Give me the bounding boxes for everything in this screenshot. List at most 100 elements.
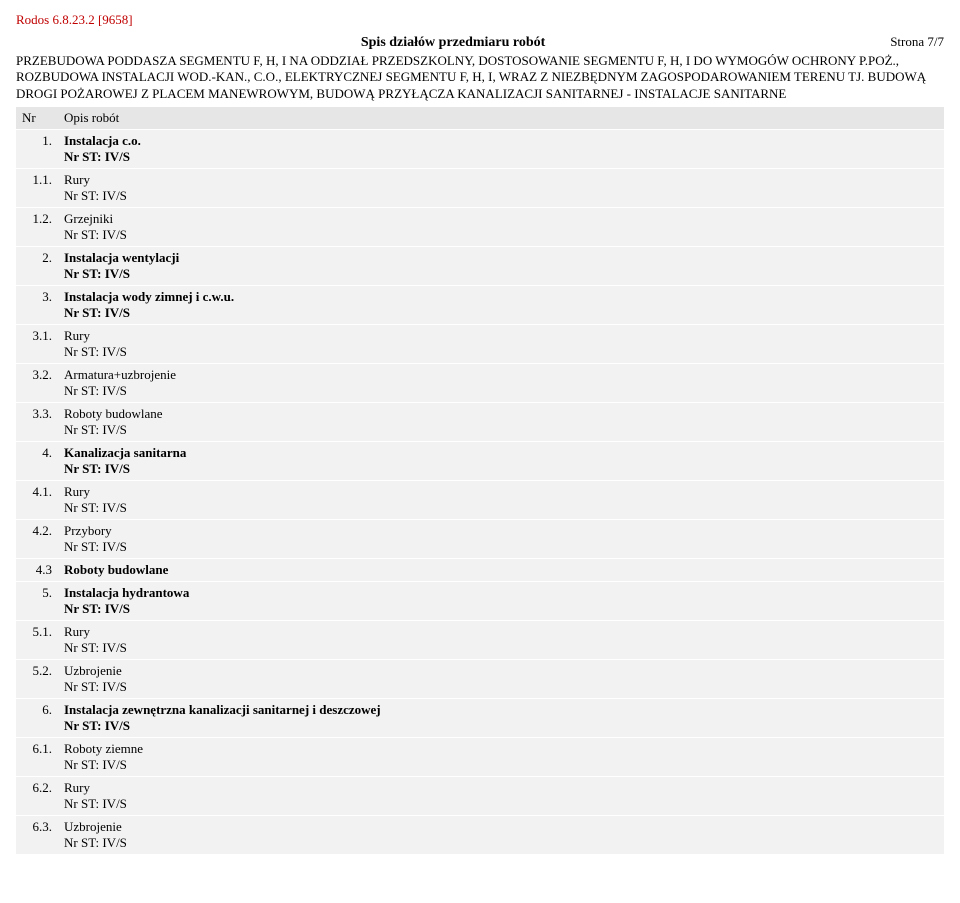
row-title: Rury (64, 484, 90, 499)
row-st-label: Nr ST: IV/S (64, 757, 127, 772)
row-title: Instalacja zewnętrzna kanalizacji sanita… (64, 702, 381, 717)
row-st-label: Nr ST: IV/S (64, 640, 127, 655)
row-title: Instalacja hydrantowa (64, 585, 189, 600)
row-st-label: Nr ST: IV/S (64, 149, 130, 164)
cell-opis: Roboty ziemneNr ST: IV/S (58, 738, 944, 776)
cell-opis: RuryNr ST: IV/S (58, 169, 944, 207)
row-st-label: Nr ST: IV/S (64, 679, 127, 694)
table-row: 4.3 Roboty budowlane (16, 559, 944, 581)
row-title: Uzbrojenie (64, 819, 122, 834)
row-title: Rury (64, 624, 90, 639)
cell-nr: 5. (16, 582, 58, 620)
row-st-label: Nr ST: IV/S (64, 422, 127, 437)
cell-nr: 4.2. (16, 520, 58, 558)
row-title: Uzbrojenie (64, 663, 122, 678)
page-number: Strona 7/7 (890, 34, 944, 50)
cell-nr: 3. (16, 286, 58, 324)
cell-opis: Instalacja hydrantowaNr ST: IV/S (58, 582, 944, 620)
title-row: Spis działów przedmiaru robót Strona 7/7 (16, 34, 944, 51)
row-title: Rury (64, 172, 90, 187)
table-row: 6.1.Roboty ziemneNr ST: IV/S (16, 738, 944, 776)
table-row: 5.Instalacja hydrantowaNr ST: IV/S (16, 582, 944, 620)
cell-nr: 3.1. (16, 325, 58, 363)
cell-nr: 3.3. (16, 403, 58, 441)
row-title: Przybory (64, 523, 112, 538)
row-title: Rury (64, 780, 90, 795)
row-st-label: Nr ST: IV/S (64, 188, 127, 203)
cell-nr: 1.1. (16, 169, 58, 207)
cell-nr: 3.2. (16, 364, 58, 402)
row-st-label: Nr ST: IV/S (64, 500, 127, 515)
table-row: 5.2.UzbrojenieNr ST: IV/S (16, 660, 944, 698)
row-title: Kanalizacja sanitarna (64, 445, 186, 460)
cell-opis: PrzyboryNr ST: IV/S (58, 520, 944, 558)
col-header-nr: Nr (16, 107, 58, 129)
cell-nr: 5.2. (16, 660, 58, 698)
row-st-label: Nr ST: IV/S (64, 835, 127, 850)
row-st-label: Nr ST: IV/S (64, 461, 130, 476)
cell-opis: UzbrojenieNr ST: IV/S (58, 816, 944, 854)
cell-opis: RuryNr ST: IV/S (58, 777, 944, 815)
col-header-opis: Opis robót (58, 107, 944, 129)
row-title: Rury (64, 328, 90, 343)
table-row: 3.Instalacja wody zimnej i c.w.u.Nr ST: … (16, 286, 944, 324)
table-header-row: Nr Opis robót (16, 107, 944, 129)
row-st-label: Nr ST: IV/S (64, 266, 130, 281)
table-row: 5.1.RuryNr ST: IV/S (16, 621, 944, 659)
cell-opis: RuryNr ST: IV/S (58, 481, 944, 519)
cell-nr: 1.2. (16, 208, 58, 246)
table-row: 1.Instalacja c.o.Nr ST: IV/S (16, 130, 944, 168)
cell-nr: 1. (16, 130, 58, 168)
cell-nr: 6.3. (16, 816, 58, 854)
table-row: 1.1.RuryNr ST: IV/S (16, 169, 944, 207)
document-reference: Rodos 6.8.23.2 [9658] (16, 12, 944, 28)
page-title: Spis działów przedmiaru robót (361, 35, 545, 51)
row-title: Instalacja wody zimnej i c.w.u. (64, 289, 234, 304)
cell-nr: 5.1. (16, 621, 58, 659)
table-row: 4.1.RuryNr ST: IV/S (16, 481, 944, 519)
table-row: 6.2.RuryNr ST: IV/S (16, 777, 944, 815)
row-st-label: Nr ST: IV/S (64, 344, 127, 359)
cell-opis: Roboty budowlaneNr ST: IV/S (58, 403, 944, 441)
row-st-label: Nr ST: IV/S (64, 796, 127, 811)
row-st-label: Nr ST: IV/S (64, 718, 130, 733)
table-row: 6.3.UzbrojenieNr ST: IV/S (16, 816, 944, 854)
intro-text: PRZEBUDOWA PODDASZA SEGMENTU F, H, I NA … (16, 53, 944, 102)
row-st-label: Nr ST: IV/S (64, 305, 130, 320)
row-st-label: Nr ST: IV/S (64, 539, 127, 554)
table-row: 2.Instalacja wentylacjiNr ST: IV/S (16, 247, 944, 285)
row-st-label: Nr ST: IV/S (64, 383, 127, 398)
row-st-label: Nr ST: IV/S (64, 227, 127, 242)
cell-opis: GrzejnikiNr ST: IV/S (58, 208, 944, 246)
row-title: Armatura+uzbrojenie (64, 367, 176, 382)
table-row: 3.1.RuryNr ST: IV/S (16, 325, 944, 363)
cell-nr: 6.2. (16, 777, 58, 815)
cell-opis: Armatura+uzbrojenieNr ST: IV/S (58, 364, 944, 402)
table-row: 3.2.Armatura+uzbrojenieNr ST: IV/S (16, 364, 944, 402)
cell-nr: 2. (16, 247, 58, 285)
cell-opis: UzbrojenieNr ST: IV/S (58, 660, 944, 698)
cell-opis: Instalacja wentylacjiNr ST: IV/S (58, 247, 944, 285)
cell-opis: RuryNr ST: IV/S (58, 621, 944, 659)
table-row: 6. Instalacja zewnętrzna kanalizacji sani… (16, 699, 944, 737)
row-title: Roboty budowlane (64, 562, 168, 577)
row-title: Instalacja wentylacji (64, 250, 179, 265)
row-st-label: Nr ST: IV/S (64, 601, 130, 616)
cell-nr: 4.1. (16, 481, 58, 519)
cell-opis: Kanalizacja sanitarnaNr ST: IV/S (58, 442, 944, 480)
table-row: 3.3.Roboty budowlaneNr ST: IV/S (16, 403, 944, 441)
cell-nr: 4.3 (16, 559, 58, 581)
cell-opis: Roboty budowlane (58, 559, 944, 581)
sections-table: Nr Opis robót 1.Instalacja c.o.Nr ST: IV… (16, 106, 944, 855)
row-title: Roboty budowlane (64, 406, 163, 421)
row-title: Roboty ziemne (64, 741, 143, 756)
cell-nr: 6.1. (16, 738, 58, 776)
cell-nr: 6. (16, 699, 58, 737)
cell-opis: RuryNr ST: IV/S (58, 325, 944, 363)
table-row: 1.2.GrzejnikiNr ST: IV/S (16, 208, 944, 246)
cell-opis: Instalacja wody zimnej i c.w.u.Nr ST: IV… (58, 286, 944, 324)
row-title: Grzejniki (64, 211, 113, 226)
table-row: 4.Kanalizacja sanitarnaNr ST: IV/S (16, 442, 944, 480)
cell-nr: 4. (16, 442, 58, 480)
cell-opis: Instalacja zewnętrzna kanalizacji sanita… (58, 699, 944, 737)
